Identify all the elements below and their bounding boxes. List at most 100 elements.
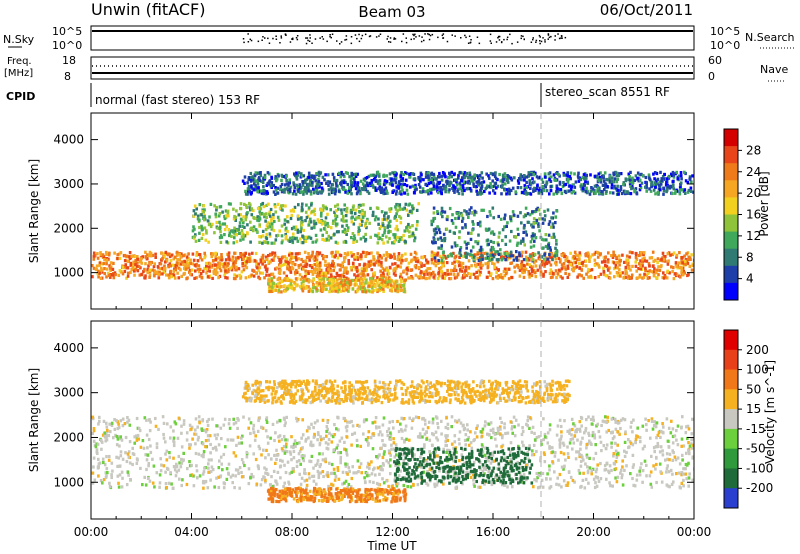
heatmap-cell — [636, 276, 639, 280]
heatmap-cell — [458, 236, 461, 240]
heatmap-cell — [364, 184, 368, 188]
heatmap-cell — [283, 277, 287, 281]
heatmap-cell — [299, 277, 303, 281]
heatmap-cell — [183, 264, 187, 269]
heatmap-cell — [627, 274, 630, 278]
colorbar-tick-label: 4 — [746, 272, 754, 286]
heatmap-cell — [642, 275, 646, 280]
heatmap-cell — [278, 285, 281, 289]
heatmap-cell — [336, 282, 339, 286]
heatmap-cell — [427, 192, 430, 196]
heatmap-cell — [101, 253, 105, 257]
heatmap-cell — [559, 188, 562, 192]
heatmap-cell — [548, 428, 552, 432]
heatmap-cell — [283, 262, 286, 267]
heatmap-cell — [432, 184, 436, 188]
heatmap-cell — [544, 270, 547, 274]
heatmap-cell — [468, 174, 471, 178]
heatmap-cell — [557, 256, 561, 261]
heatmap-cell — [305, 186, 309, 190]
heatmap-cell — [374, 188, 378, 192]
heatmap-cell — [504, 175, 507, 179]
heatmap-cell — [471, 253, 474, 257]
heatmap-cell — [321, 175, 325, 179]
heatmap-cell — [633, 178, 637, 182]
heatmap-cell — [406, 229, 409, 233]
heatmap-cell — [223, 216, 227, 221]
heatmap-cell — [241, 179, 245, 183]
heatmap-cell — [584, 259, 588, 263]
heatmap-cell — [641, 174, 645, 178]
heatmap-cell — [583, 177, 586, 181]
heatmap-cell — [606, 178, 609, 182]
heatmap-cell — [340, 211, 344, 215]
heatmap-cell — [211, 259, 215, 263]
heatmap-cell — [664, 183, 668, 187]
heatmap-cell — [388, 288, 392, 292]
heatmap-cell — [295, 284, 298, 288]
heatmap-cell — [334, 224, 338, 228]
heatmap-cell — [569, 263, 572, 267]
heatmap-cell — [425, 183, 429, 187]
heatmap-cell — [692, 190, 694, 194]
heatmap-cell — [144, 255, 148, 259]
heatmap-cell — [564, 483, 568, 487]
heatmap-cell — [430, 172, 433, 176]
colorbar-swatch — [724, 129, 738, 147]
heatmap-cell — [450, 442, 454, 446]
heatmap-cell — [440, 269, 443, 273]
heatmap-cell — [442, 478, 445, 482]
heatmap-cell — [438, 230, 442, 235]
heatmap-cell — [639, 267, 642, 271]
heatmap-cell — [389, 254, 392, 258]
heatmap-cell — [455, 211, 459, 216]
heatmap-cell — [549, 185, 553, 189]
heatmap-cell — [113, 251, 116, 255]
heatmap-cell — [294, 252, 298, 256]
heatmap-cell — [232, 217, 236, 221]
heatmap-cell — [437, 228, 441, 232]
heatmap-cell — [428, 276, 431, 280]
heatmap-cell — [226, 212, 230, 216]
heatmap-cell — [248, 274, 252, 278]
heatmap-cell — [172, 269, 175, 273]
heatmap-cell — [630, 187, 633, 191]
heatmap-cell — [371, 284, 374, 288]
heatmap-cell — [446, 182, 449, 186]
heatmap-cell — [356, 190, 359, 194]
heatmap-cell — [252, 188, 255, 192]
heatmap-cell — [109, 266, 112, 270]
heatmap-cell — [157, 276, 161, 280]
heatmap-cell — [359, 192, 362, 196]
heatmap-cell — [528, 254, 532, 258]
heatmap-cell — [375, 288, 378, 292]
heatmap-cell — [510, 275, 514, 280]
nsearch-point — [413, 34, 415, 37]
heatmap-cell — [662, 425, 665, 429]
heatmap-cell — [421, 256, 424, 260]
heatmap-cell — [382, 416, 386, 420]
heatmap-cell — [432, 228, 436, 232]
heatmap-cell — [534, 264, 538, 268]
heatmap-cell — [307, 206, 311, 210]
heatmap-cell — [587, 433, 591, 437]
heatmap-cell — [227, 255, 231, 259]
heatmap-cell — [331, 254, 334, 258]
heatmap-cell — [453, 241, 457, 245]
heatmap-cell — [463, 176, 466, 180]
heatmap-cell — [295, 268, 298, 273]
heatmap-cell — [262, 259, 265, 263]
heatmap-cell — [452, 251, 455, 255]
heatmap-cell — [582, 276, 585, 280]
heatmap-cell — [396, 290, 400, 294]
heatmap-cell — [426, 260, 430, 264]
heatmap-cell — [447, 272, 450, 276]
heatmap-cell — [501, 183, 504, 187]
heatmap-cell — [429, 187, 432, 191]
heatmap-cell — [441, 171, 445, 175]
heatmap-cell — [342, 214, 345, 218]
heatmap-cell — [447, 190, 450, 194]
heatmap-cell — [198, 274, 202, 278]
heatmap-cell — [337, 428, 340, 432]
range-tick-label: 3000 — [53, 177, 84, 191]
